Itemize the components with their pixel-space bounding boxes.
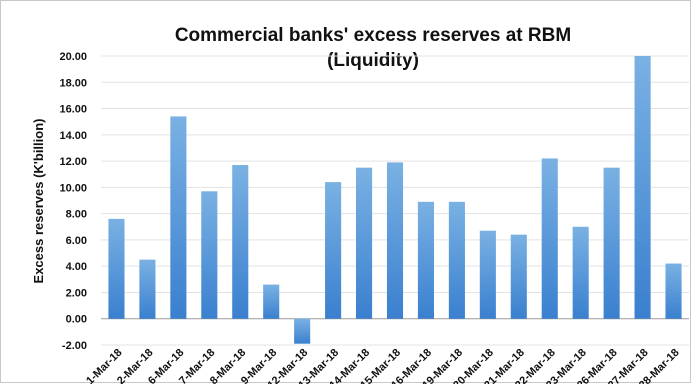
bar-19-Mar-18 [448,201,465,319]
bar-12-Mar-18 [294,318,311,344]
y-tick-label: 4.00 [66,261,87,273]
y-tick-label: 8.00 [66,209,87,221]
y-axis-ticks: -2.00 0.00 2.00 4.00 6.00 8.00 10.00 12.00 14.00… [59,51,87,352]
bar-20-Mar-18 [479,230,496,319]
bar-15-Mar-18 [386,162,404,319]
chart-title: Commercial banks' excess reserves at RBM [175,25,571,46]
bar-8-Mar-18 [232,165,249,319]
bar-14-Mar-18 [356,167,373,319]
y-tick-label: -2.00 [62,340,87,352]
bar-1-Mar-18 [108,218,125,319]
bar-7-Mar-18 [201,191,218,319]
y-tick-label: 18.00 [59,77,87,89]
bar-16-Mar-18 [417,201,434,319]
bars [108,56,682,344]
bar-27-Mar-18 [634,56,651,319]
y-axis-label: Excess reserves (K'billion) [31,119,46,284]
y-tick-label: 20.00 [59,51,87,63]
y-tick-label: 16.00 [59,104,87,116]
y-tick-label: 14.00 [59,130,87,142]
y-tick-label: 2.00 [66,287,87,299]
x-axis-ticks: 1-Mar-182-Mar-186-Mar-187-Mar-188-Mar-18… [84,347,682,384]
bar-23-Mar-18 [572,226,589,319]
bar-28-Mar-18 [665,263,682,319]
y-tick-label: 12.00 [59,156,87,168]
y-tick-label: 10.00 [59,182,87,194]
bar-26-Mar-18 [603,167,620,319]
bar-21-Mar-18 [510,234,527,319]
bar-22-Mar-18 [541,158,558,319]
y-tick-label: 6.00 [66,235,87,247]
bar-13-Mar-18 [325,182,342,319]
y-tick-label: 0.00 [66,314,87,326]
bar-6-Mar-18 [170,116,187,319]
bar-2-Mar-18 [139,259,156,319]
chart-subtitle: (Liquidity) [327,50,419,71]
bar-9-Mar-18 [263,284,280,319]
